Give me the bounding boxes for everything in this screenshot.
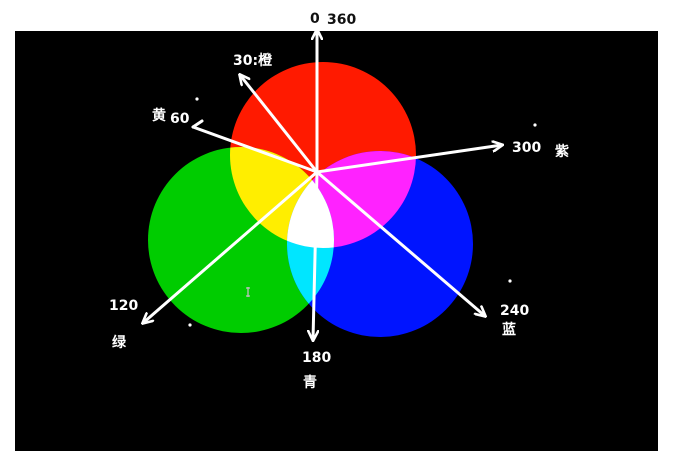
dot bbox=[508, 279, 512, 283]
arrow-60-head bbox=[191, 119, 204, 129]
label-deg-30-orange: 30:橙 bbox=[233, 52, 273, 69]
arrow-30 bbox=[240, 75, 319, 174]
arrow-180 bbox=[313, 170, 317, 340]
arrow-60-line bbox=[191, 125, 319, 174]
dot bbox=[195, 97, 199, 101]
label-deg-360: 360 bbox=[327, 12, 356, 28]
label-deg-120: 120 bbox=[109, 298, 138, 314]
label-deg-60: 60 bbox=[170, 111, 190, 127]
arrow-240 bbox=[315, 170, 485, 316]
label-deg-240: 240 bbox=[500, 303, 529, 319]
dot bbox=[533, 123, 537, 127]
label-blue: 蓝 bbox=[502, 321, 516, 338]
label-yellow: 黄 bbox=[152, 107, 166, 124]
text-cursor-icon bbox=[246, 287, 250, 297]
arrow-300 bbox=[315, 145, 502, 174]
label-purple: 紫 bbox=[555, 143, 569, 160]
label-deg-300: 300 bbox=[512, 140, 541, 156]
arrow-120 bbox=[143, 170, 319, 323]
label-green: 绿 bbox=[112, 334, 127, 351]
dot bbox=[188, 323, 192, 327]
label-deg-180: 180 bbox=[302, 350, 331, 366]
label-deg-0: 0 bbox=[310, 11, 320, 27]
label-cyan: 青 bbox=[303, 374, 317, 391]
